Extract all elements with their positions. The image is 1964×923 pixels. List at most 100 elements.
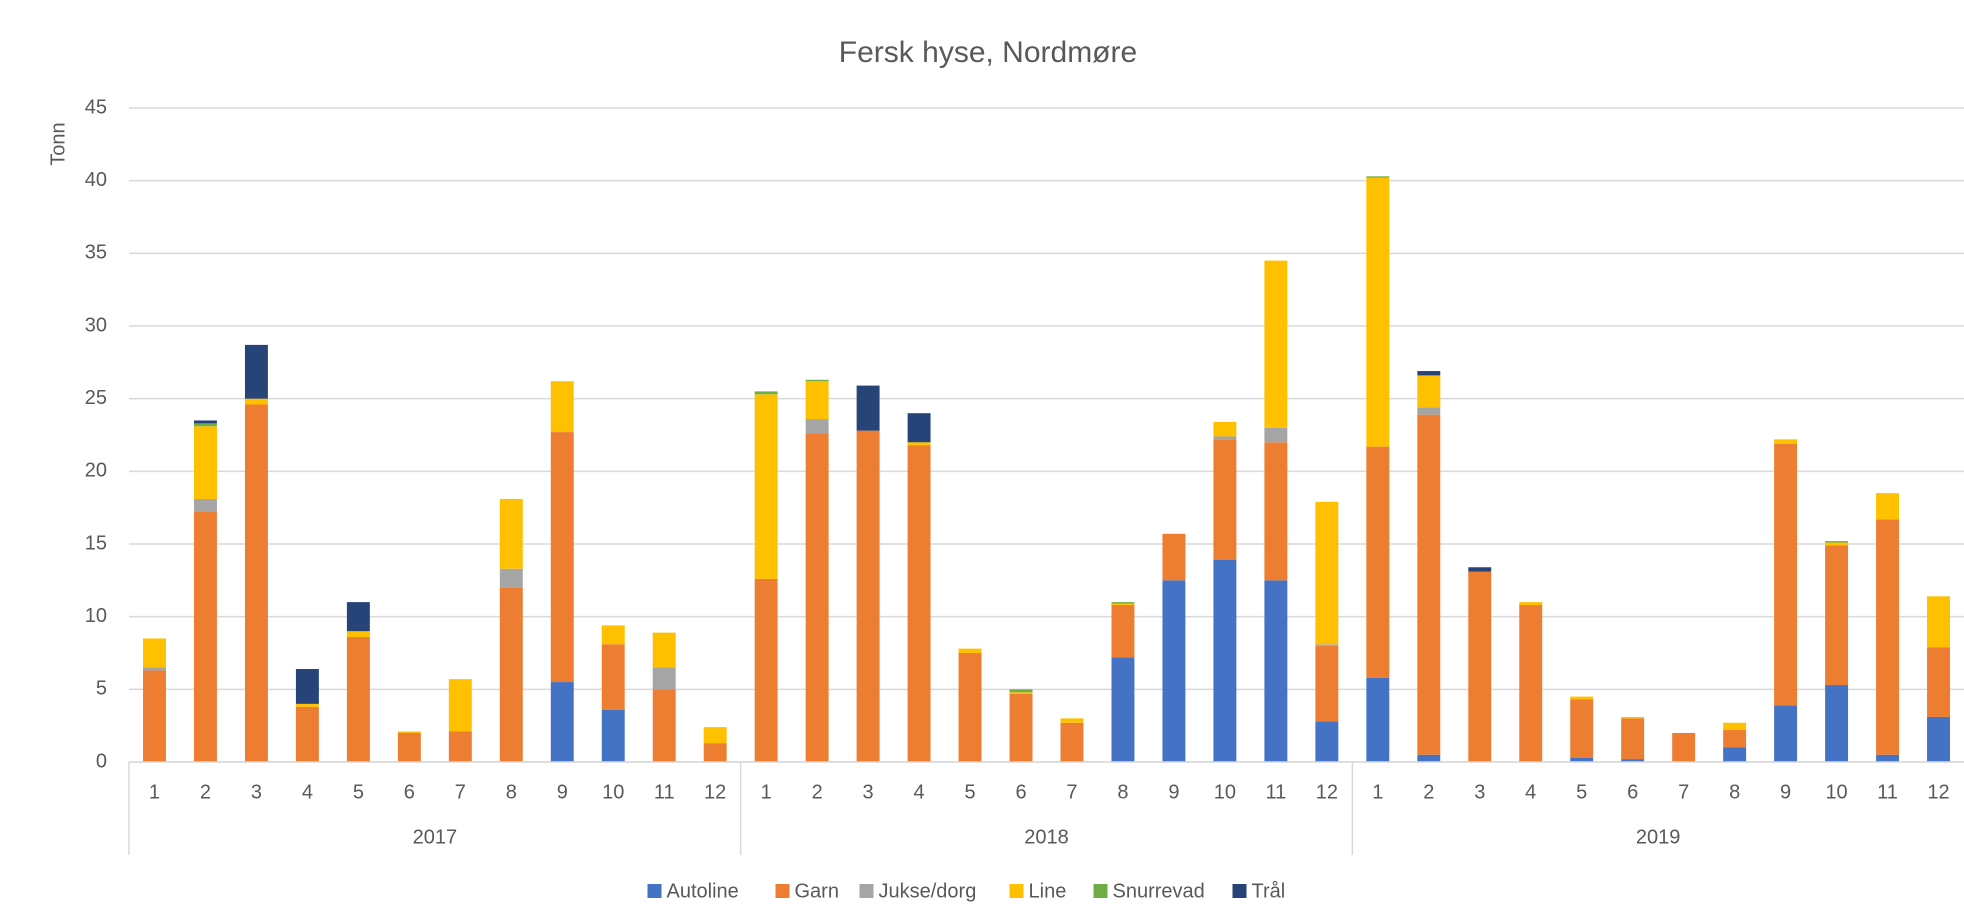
- bar-segment: [143, 667, 166, 671]
- bar-segment: [1621, 716, 1645, 719]
- x-tick-label: 7: [1678, 781, 1689, 803]
- x-tick-label: 5: [964, 781, 975, 803]
- bar-segment: [143, 670, 166, 762]
- bar-segment: [1417, 371, 1441, 376]
- bar-segment: [1519, 605, 1543, 762]
- bar-segment: [601, 709, 625, 762]
- bar-segment: [703, 743, 727, 762]
- x-tick-label: 11: [1877, 781, 1898, 803]
- x-tick-label: 2: [812, 781, 823, 803]
- x-tick-label: 2: [1423, 781, 1434, 803]
- legend-swatch: [647, 884, 662, 898]
- legend-label: Trål: [1252, 880, 1286, 902]
- bar-segment: [1927, 647, 1950, 717]
- y-tick-label: 30: [85, 314, 107, 336]
- y-tick-label: 20: [85, 460, 107, 482]
- bar-segment: [143, 638, 166, 668]
- legend-label: Garn: [795, 880, 839, 902]
- bar-segment: [652, 689, 676, 762]
- bar-segment: [703, 727, 727, 744]
- bar-segment: [448, 679, 472, 732]
- bar-segment: [193, 423, 217, 427]
- legend-swatch: [1232, 884, 1247, 898]
- bar-segment: [244, 404, 268, 762]
- bar-segment: [1060, 718, 1084, 723]
- bar-segment: [958, 648, 982, 653]
- legend-label: Jukse/dorg: [879, 880, 977, 902]
- bar-segment: [1366, 677, 1390, 762]
- x-tick-label: 5: [353, 781, 364, 803]
- bar-segment: [1111, 603, 1135, 606]
- bar-segment: [244, 398, 268, 405]
- x-tick-label: 11: [654, 781, 675, 803]
- bar-segment: [1264, 442, 1288, 581]
- bar-segment: [193, 512, 217, 762]
- x-tick-label: 10: [1214, 781, 1236, 803]
- bar-segment: [1315, 644, 1339, 646]
- bar-segment: [295, 703, 319, 707]
- bar-segment: [1825, 541, 1849, 543]
- x-tick-label: 5: [1576, 781, 1587, 803]
- x-tick-label: 9: [1168, 781, 1179, 803]
- x-tick-label: 7: [1066, 781, 1077, 803]
- bar-segment: [550, 432, 574, 683]
- x-tick-label: 7: [455, 781, 466, 803]
- y-axis-label: Tonn: [47, 122, 69, 165]
- bar-segment: [1417, 407, 1441, 415]
- y-tick-label: 45: [85, 96, 107, 118]
- bar-segment: [1366, 176, 1390, 178]
- bar-segment: [1315, 501, 1339, 645]
- legend-label: Autoline: [667, 880, 739, 902]
- x-tick-label: 11: [1265, 781, 1286, 803]
- y-tick-label: 40: [85, 169, 107, 191]
- x-tick-label: 3: [1474, 781, 1485, 803]
- bar-segment: [601, 644, 625, 710]
- bar-segment: [958, 653, 982, 762]
- x-tick-label: 6: [1015, 781, 1026, 803]
- bar-segment: [1009, 693, 1033, 762]
- chart-title: Fersk hyse, Nordmøre: [839, 36, 1137, 69]
- bar-segment: [1162, 580, 1186, 762]
- x-tick-label: 6: [1627, 781, 1638, 803]
- x-tick-label: 8: [506, 781, 517, 803]
- bar-segment: [1060, 722, 1084, 762]
- legend-swatch: [859, 884, 874, 898]
- x-tick-label: 3: [863, 781, 874, 803]
- x-tick-label: 12: [1316, 781, 1338, 803]
- bar-segment: [193, 420, 217, 424]
- bar-segment: [1264, 427, 1288, 443]
- bar-segment: [1213, 559, 1237, 762]
- bar-segment: [1315, 721, 1339, 762]
- bar-segment: [1723, 730, 1747, 748]
- bar-segment: [1111, 605, 1135, 658]
- x-tick-label: 9: [1780, 781, 1791, 803]
- bar-segment: [1876, 493, 1900, 520]
- bar-segment: [1213, 439, 1237, 560]
- bar-segment: [907, 442, 931, 446]
- group-label: 2018: [1024, 826, 1069, 848]
- bar-segment: [754, 394, 778, 579]
- bar-segment: [1927, 596, 1950, 648]
- bar-segment: [856, 430, 880, 762]
- bar-segment: [1519, 602, 1543, 606]
- bar-segment: [1570, 757, 1594, 762]
- bar-segment: [601, 625, 625, 645]
- group-label: 2017: [413, 826, 458, 848]
- bar-segment: [1774, 443, 1798, 706]
- bar-segment: [1213, 421, 1237, 437]
- bar-segment: [754, 391, 778, 395]
- bar-segment: [805, 381, 829, 420]
- x-tick-label: 8: [1117, 781, 1128, 803]
- bar-segment: [805, 419, 829, 434]
- bar-segment: [1876, 519, 1900, 755]
- bar-segment: [1723, 747, 1747, 762]
- bar-segment: [1468, 571, 1492, 762]
- bar-segment: [1825, 542, 1849, 546]
- bar-segment: [1366, 446, 1390, 678]
- bar-segment: [1009, 692, 1033, 694]
- bar-segment: [805, 433, 829, 762]
- bar-segment: [1162, 533, 1186, 581]
- bar-segment: [1621, 759, 1645, 762]
- bar-segment: [1009, 689, 1033, 693]
